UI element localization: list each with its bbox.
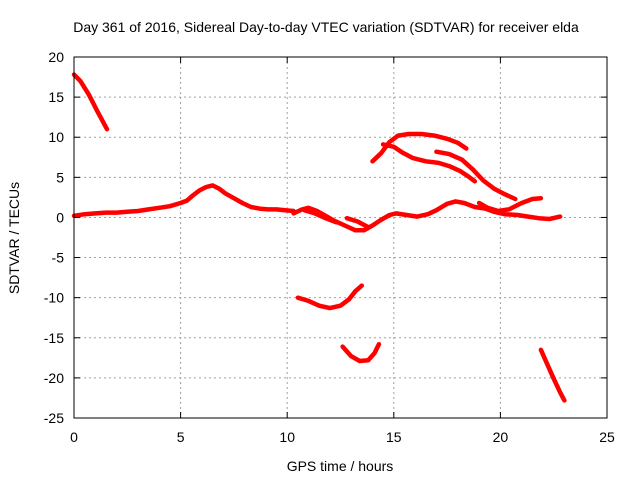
series-arc-12: [538, 347, 567, 403]
series-arc-11: [340, 341, 382, 364]
x-tick-label: 5: [177, 429, 185, 445]
y-tick-label: -20: [44, 370, 64, 386]
y-tick-label: 10: [48, 129, 64, 145]
y-tick-label: 15: [48, 89, 64, 105]
y-tick-label: 0: [56, 209, 64, 225]
y-tick-label: -25: [44, 410, 64, 426]
plot-frame: [73, 56, 608, 419]
series-layer: [71, 72, 567, 403]
x-tick-label: 20: [493, 429, 509, 445]
chart-title: Day 361 of 2016, Sidereal Day-to-day VTE…: [73, 19, 579, 35]
x-tick-label: 15: [386, 429, 402, 445]
y-axis-tick-labels: 20 15 10 5 0 -5 -10 -15 -20 -25: [44, 49, 64, 426]
series-arc-1: [71, 72, 110, 132]
y-tick-label: -15: [44, 330, 64, 346]
x-axis-label: GPS time / hours: [287, 458, 394, 474]
y-tick-label: 20: [48, 49, 64, 65]
grid-lines: [74, 57, 607, 418]
x-tick-label: 25: [599, 429, 615, 445]
y-tick-label: -5: [52, 250, 65, 266]
series-arc-4: [302, 207, 339, 225]
series-arc-6: [370, 131, 469, 164]
x-tick-label: 0: [70, 429, 78, 445]
y-axis-label: SDTVAR / TECUs: [6, 182, 22, 294]
series-arc-5: [344, 215, 371, 230]
x-tick-label: 10: [279, 429, 295, 445]
series-arc-9: [476, 195, 544, 214]
series-arc-7: [380, 142, 478, 184]
axis-ticks: [73, 56, 608, 419]
series-arc-10: [295, 283, 365, 311]
series-arc-2: [71, 183, 296, 219]
y-tick-label: 5: [56, 169, 64, 185]
series-arc-8: [434, 149, 518, 202]
y-tick-label: -10: [44, 290, 64, 306]
x-axis-tick-labels: 0 5 10 15 20 25: [70, 429, 615, 445]
